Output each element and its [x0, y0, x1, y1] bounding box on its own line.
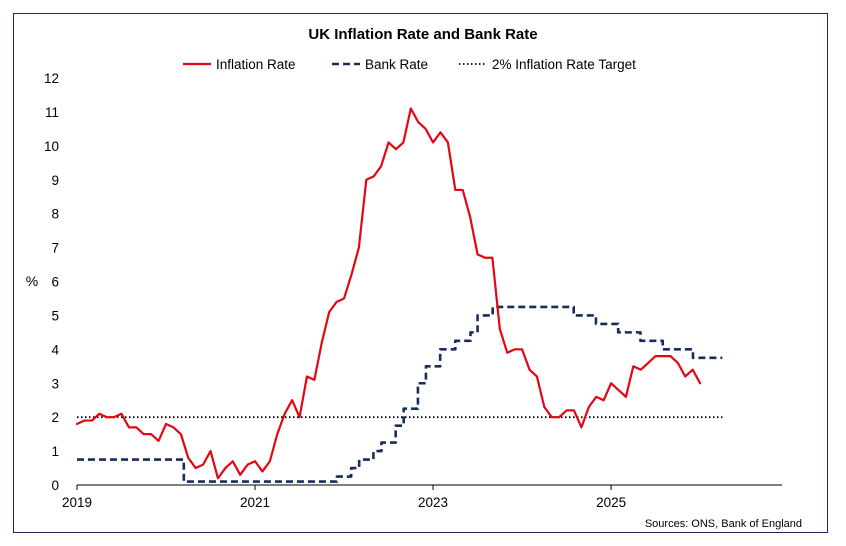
series-line-bank-rate — [77, 305, 723, 483]
x-tick-label: 2023 — [418, 495, 448, 510]
y-tick-label: 4 — [51, 342, 59, 357]
chart-frame — [13, 13, 828, 533]
legend-label-bank-rate: Bank Rate — [365, 57, 428, 72]
y-tick-label: 5 — [51, 308, 59, 323]
y-axis-label: % — [26, 273, 38, 289]
y-tick-label: 0 — [51, 478, 59, 493]
y-tick-label: 10 — [44, 139, 59, 154]
legend-label-target: 2% Inflation Rate Target — [492, 57, 636, 72]
y-tick-label: 11 — [45, 105, 59, 120]
y-tick-label: 7 — [51, 241, 59, 256]
y-tick-label: 8 — [51, 207, 59, 222]
chart-title: UK Inflation Rate and Bank Rate — [308, 26, 537, 43]
legend-label-inflation: Inflation Rate — [216, 57, 296, 72]
y-tick-label: 1 — [51, 444, 59, 459]
y-tick-label: 9 — [51, 173, 59, 188]
y-tick-label: 6 — [51, 275, 59, 290]
y-tick-label: 3 — [51, 376, 59, 391]
legend: Inflation Rate Bank Rate 2% Inflation Ra… — [183, 57, 636, 72]
x-axis: 2019 2021 2023 2025 — [62, 484, 782, 510]
x-tick-label: 2019 — [62, 495, 92, 510]
y-tick-label: 2 — [51, 410, 59, 425]
series-line-inflation-rate — [75, 107, 702, 480]
series-layer — [75, 107, 723, 483]
y-tick-label: 12 — [44, 71, 59, 86]
source-note: Sources: ONS, Bank of England — [645, 518, 802, 530]
x-tick-label: 2025 — [596, 495, 626, 510]
x-tick-label: 2021 — [240, 495, 270, 510]
